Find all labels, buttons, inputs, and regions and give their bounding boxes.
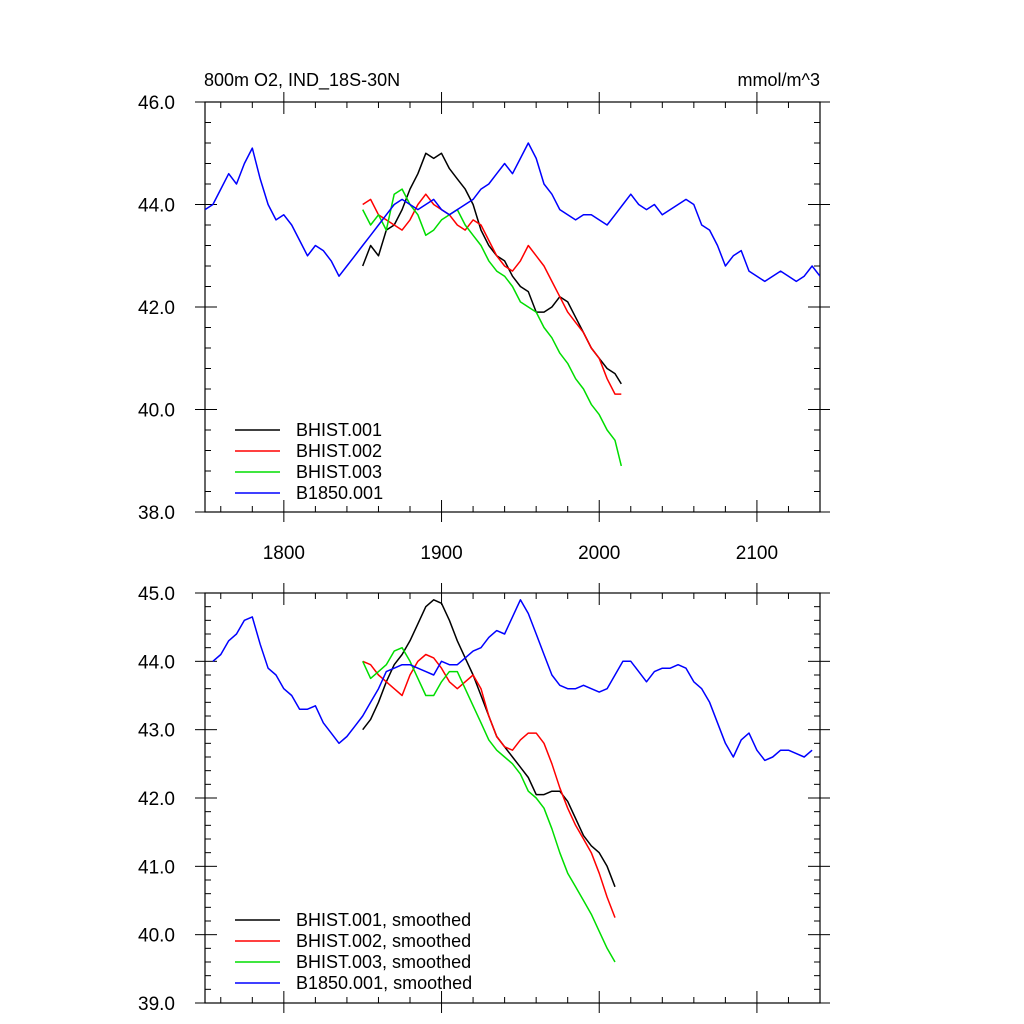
y-tick-label: 46.0 (138, 93, 175, 114)
legend-label: BHIST.001 (296, 420, 382, 440)
y-tick-label: 40.0 (138, 401, 175, 422)
legend-label: BHIST.002 (296, 441, 382, 461)
x-tick-label: 2100 (736, 543, 778, 564)
y-tick-label: 40.0 (138, 926, 175, 947)
series-line-bhist-003 (362, 646, 616, 963)
x-tick-label: 1900 (420, 543, 462, 564)
top-panel: 800m O2, IND_18S-30N mmol/m^3 1800 1900 20… (138, 70, 830, 564)
series-line-b1850-001 (212, 599, 813, 762)
series-line-bhist-001 (362, 152, 622, 385)
legend-label: BHIST.003 (296, 462, 382, 482)
legend-label: BHIST.003, smoothed (296, 952, 471, 972)
series-line-bhist-002 (362, 193, 622, 395)
y-tick-label: 38.0 (138, 503, 175, 524)
series-line-bhist-001 (362, 599, 616, 888)
legend-label: B1850.001 (296, 483, 383, 503)
y-tick-label: 39.0 (138, 994, 175, 1015)
y-tick-label: 44.0 (138, 196, 175, 217)
legend-label: BHIST.001, smoothed (296, 910, 471, 930)
y-tick-label: 45.0 (138, 584, 175, 605)
series-line-bhist-002 (362, 653, 616, 918)
chart-title: 800m O2, IND_18S-30N (204, 70, 400, 91)
y-tick-label: 41.0 (138, 857, 175, 878)
series-line-bhist-003 (362, 188, 623, 467)
bottom-panel: 39.0 40.0 41.0 42.0 43.0 44.0 45.0 BHIST.001, s… (138, 583, 830, 1015)
legend-label: BHIST.002, smoothed (296, 931, 471, 951)
x-tick-label: 2000 (578, 543, 620, 564)
y-tick-label: 43.0 (138, 721, 175, 742)
series-line-b1850-001 (205, 142, 820, 283)
y-tick-label: 44.0 (138, 652, 175, 673)
y-tick-label: 42.0 (138, 298, 175, 319)
units-label: mmol/m^3 (738, 70, 820, 90)
x-tick-label: 1800 (263, 543, 305, 564)
legend-label: B1850.001, smoothed (296, 973, 472, 993)
y-tick-label: 42.0 (138, 789, 175, 810)
